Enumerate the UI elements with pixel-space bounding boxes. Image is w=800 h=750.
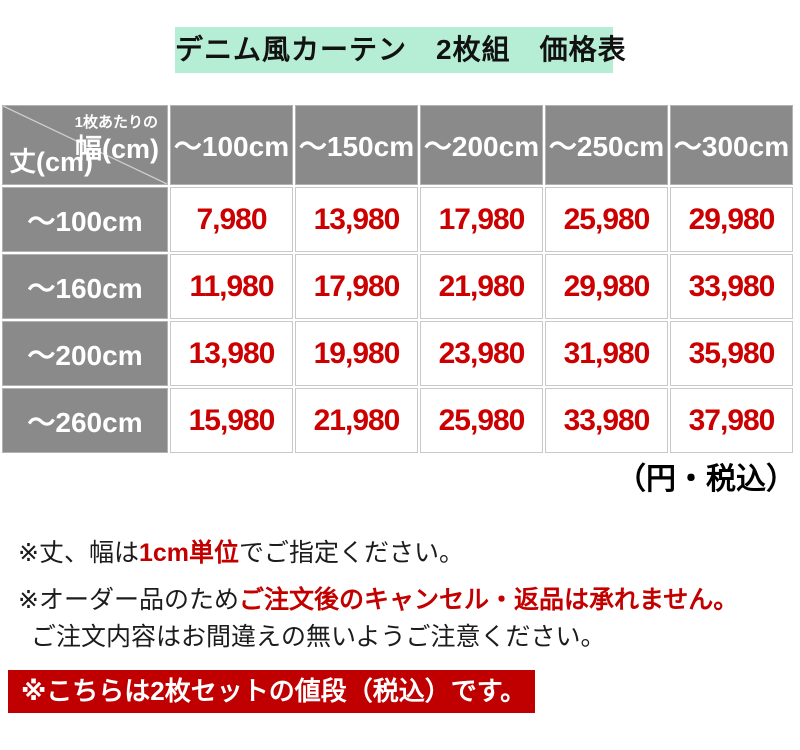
price-cell: 19,980 <box>295 321 418 386</box>
price-cell: 29,980 <box>670 187 793 252</box>
price-table: 1枚あたりの 幅(cm) 丈(cm) ～100cm ～150cm ～200cm … <box>0 103 795 455</box>
price-cell: 13,980 <box>295 187 418 252</box>
table-row: ～200cm 13,980 19,980 23,980 31,980 35,98… <box>2 321 793 386</box>
note-size-unit: ※丈、幅は1cm単位でご指定ください。 <box>18 533 464 569</box>
price-cell: 21,980 <box>295 388 418 453</box>
note-size-unit-prefix: ※丈、幅は <box>18 539 139 567</box>
price-cell: 17,980 <box>420 187 543 252</box>
corner-per-panel-note: 1枚あたりの <box>74 114 158 131</box>
price-cell: 25,980 <box>545 187 668 252</box>
price-cell: 7,980 <box>170 187 293 252</box>
price-cell: 23,980 <box>420 321 543 386</box>
table-row: ～260cm 15,980 21,980 25,980 33,980 37,98… <box>2 388 793 453</box>
price-cell: 37,980 <box>670 388 793 453</box>
price-cell: 17,980 <box>295 254 418 319</box>
price-cell: 11,980 <box>170 254 293 319</box>
price-cell: 33,980 <box>545 388 668 453</box>
note-size-unit-emphasis: 1cm単位 <box>138 539 239 567</box>
diagonal-divider-line <box>3 106 167 184</box>
col-header: ～100cm <box>170 105 293 185</box>
two-piece-set-banner: ※こちらは2枚セットの値段（税込）です。 <box>8 670 535 713</box>
header-row: 1枚あたりの 幅(cm) 丈(cm) ～100cm ～150cm ～200cm … <box>2 105 793 185</box>
table-row: ～100cm 7,980 13,980 17,980 25,980 29,980 <box>2 187 793 252</box>
corner-width-axis-label: 幅(cm) <box>74 134 159 164</box>
corner-height-axis-label: 丈(cm) <box>9 147 94 177</box>
col-header: ～300cm <box>670 105 793 185</box>
note-order-line2: ご注文内容はお間違えの無いようご注意ください。 <box>31 623 606 651</box>
corner-cell: 1枚あたりの 幅(cm) 丈(cm) <box>2 105 168 185</box>
row-header: ～160cm <box>2 254 168 319</box>
price-cell: 25,980 <box>420 388 543 453</box>
price-cell: 31,980 <box>545 321 668 386</box>
note-order-caution: ※オーダー品のためご注文後のキャンセル・返品は承れません。 ご注文内容はお間違え… <box>18 582 738 656</box>
row-header: ～200cm <box>2 321 168 386</box>
col-header: ～200cm <box>420 105 543 185</box>
page-title: デニム風カーテン 2枚組 価格表 <box>175 27 626 73</box>
note-size-unit-suffix: でご指定ください。 <box>239 539 465 567</box>
price-cell: 29,980 <box>545 254 668 319</box>
currency-tax-note: （円・税込） <box>616 463 796 496</box>
col-header: ～250cm <box>545 105 668 185</box>
price-cell: 13,980 <box>170 321 293 386</box>
col-header: ～150cm <box>295 105 418 185</box>
row-header: ～100cm <box>2 187 168 252</box>
row-header: ～260cm <box>2 388 168 453</box>
note-order-prefix: ※オーダー品のため <box>18 586 239 614</box>
note-order-emphasis: ご注文後のキャンセル・返品は承れません。 <box>238 586 739 614</box>
price-cell: 33,980 <box>670 254 793 319</box>
price-cell: 15,980 <box>170 388 293 453</box>
price-cell: 35,980 <box>670 321 793 386</box>
table-row: ～160cm 11,980 17,980 21,980 29,980 33,98… <box>2 254 793 319</box>
price-cell: 21,980 <box>420 254 543 319</box>
